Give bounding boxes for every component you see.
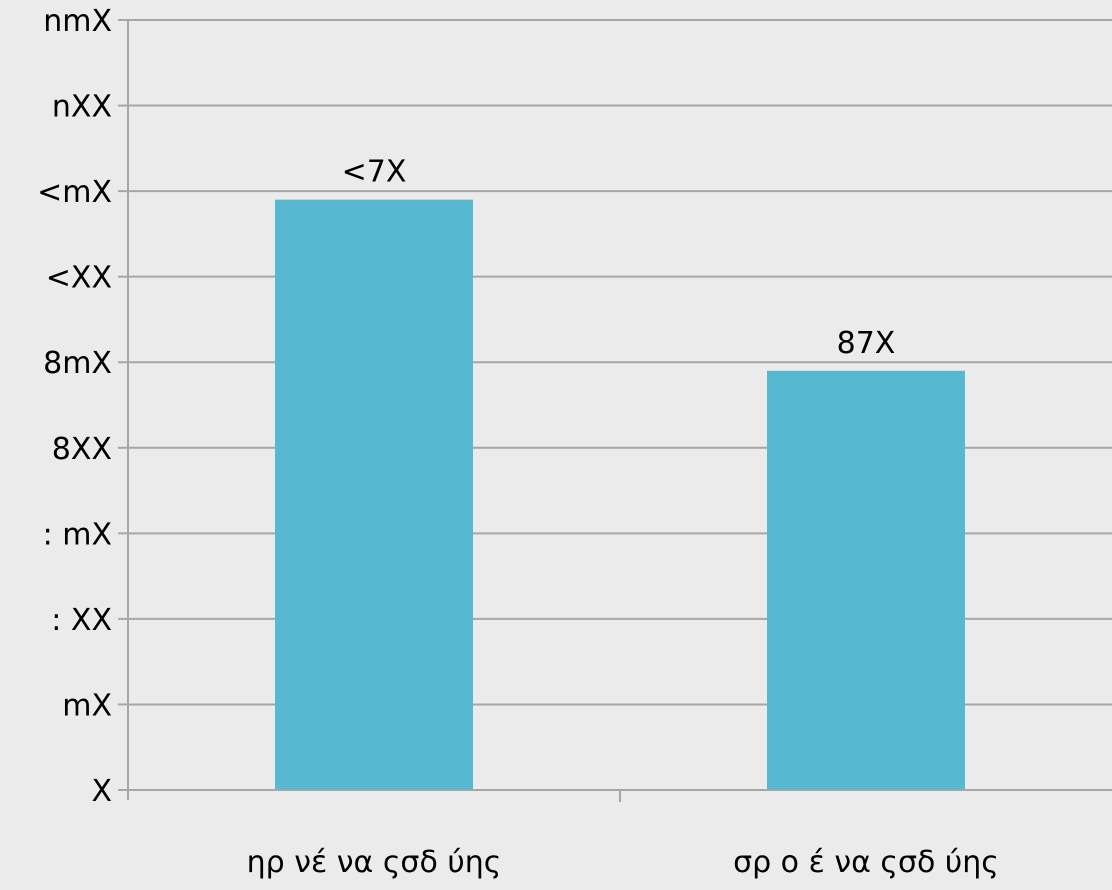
data-label: 87X: [837, 326, 896, 361]
x-category-label: σρ ο έ να ςσδ ύης: [733, 845, 999, 880]
bar: [275, 199, 473, 790]
axes: [118, 19, 1112, 802]
labels: nmX nXX <mX <XX 8mX 8XX : mX : XX mX X <7X ηρ νέ να…: [37, 4, 999, 880]
y-tick-label: <mX: [37, 175, 112, 210]
y-tick-label: 8XX: [52, 432, 112, 467]
x-category-label: ηρ νέ να ςσδ ύης: [247, 845, 502, 880]
y-tick-label: <XX: [46, 261, 112, 296]
y-tick-label: nXX: [52, 90, 112, 125]
y-tick-label: : mX: [43, 517, 112, 552]
y-tick-label: X: [91, 774, 112, 809]
bar: [767, 370, 965, 790]
y-tick-label: : XX: [51, 603, 112, 638]
data-label: <7X: [342, 155, 407, 190]
y-tick-label: mX: [62, 688, 112, 723]
bars: [275, 199, 965, 790]
y-tick-label: 8mX: [43, 346, 112, 381]
y-tick-label: nmX: [43, 4, 112, 39]
